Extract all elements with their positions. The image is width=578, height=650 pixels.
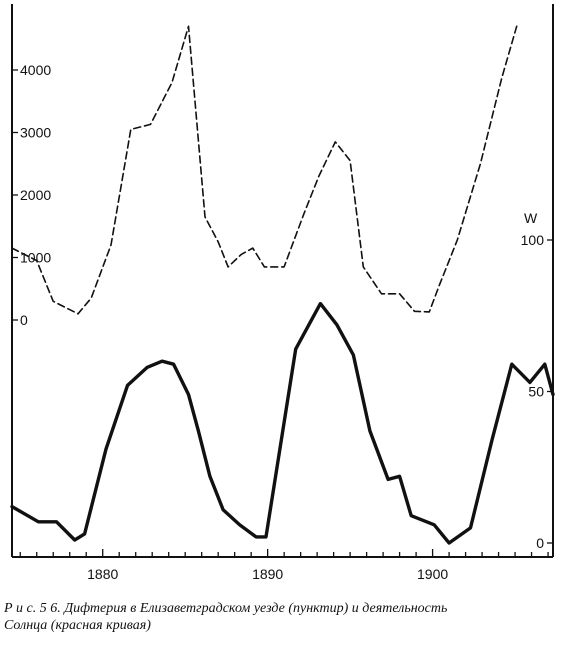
left-tick-label: 2000 <box>20 187 51 203</box>
x-tick-label: 1880 <box>87 566 118 582</box>
left-axis: 0 1000 2000 3000 4000 <box>12 62 51 328</box>
dashed-series-line <box>11 25 518 315</box>
solid-series-line <box>10 301 555 545</box>
plot-frame <box>11 4 554 558</box>
x-tick-label: 1890 <box>252 566 283 582</box>
right-tick-label: 0 <box>536 535 544 551</box>
left-tick-label: 3000 <box>20 125 51 141</box>
left-tick-label: 1000 <box>20 250 51 266</box>
left-tick-label: 0 <box>20 312 28 328</box>
x-tick-label: 1900 <box>417 566 448 582</box>
right-axis-label: W <box>524 210 538 226</box>
right-tick-label: 50 <box>528 384 544 400</box>
left-tick-label: 4000 <box>20 62 51 78</box>
series-group <box>10 25 555 545</box>
x-axis: 1880 1890 1900 <box>19 549 549 582</box>
right-tick-label: 100 <box>521 232 545 248</box>
caption-line-1: Р и с. 5 6. Дифтерия в Елизаветградском … <box>4 601 448 616</box>
caption-line-2: Солнца (красная кривая) <box>4 618 151 633</box>
figure-caption: Р и с. 5 6. Дифтерия в Елизаветградском … <box>4 600 576 634</box>
right-axis: W 0 50 100 <box>521 210 553 551</box>
chart: 1880 1890 1900 0 1000 2000 3000 4000 W 0 50 100 <box>10 4 555 582</box>
